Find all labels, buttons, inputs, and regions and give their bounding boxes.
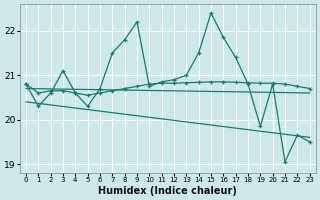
X-axis label: Humidex (Indice chaleur): Humidex (Indice chaleur) bbox=[98, 186, 237, 196]
